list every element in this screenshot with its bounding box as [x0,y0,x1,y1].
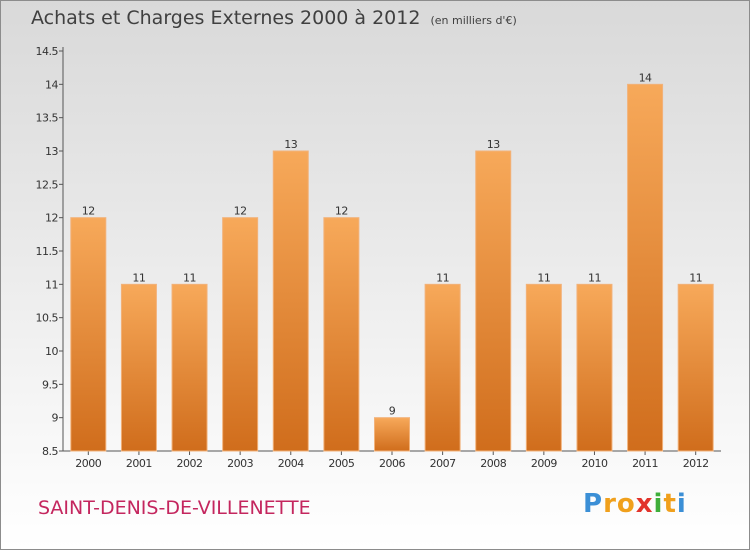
x-tick-label-2007: 2007 [430,457,456,470]
y-tick-label: 9 [52,412,59,425]
logo-letter: i [676,489,687,519]
y-tick-label: 8.5 [42,445,58,458]
data-label-2002: 11 [183,271,196,284]
bar-2007 [424,283,461,452]
bar-2008 [475,150,512,452]
logo-letter: P [583,489,604,519]
chart-title-text: Achats et Charges Externes 2000 à 2012 [31,7,421,29]
data-label-2009: 11 [537,271,550,284]
x-tick-label-2003: 2003 [227,457,253,470]
y-tick-label: 10.5 [36,312,59,325]
bar-2001 [120,283,157,452]
y-tick-label: 12.5 [36,178,59,191]
y-tick-label: 14 [45,78,58,91]
bar-2012 [677,283,714,452]
data-label-2011: 14 [639,71,652,84]
logo-letter: t [663,489,677,519]
data-label-2007: 11 [436,271,449,284]
bar-2003 [222,217,259,452]
bar-2000 [70,217,107,452]
y-tick-label: 12 [45,212,58,225]
bar-2010 [576,283,613,452]
x-tick-label-2005: 2005 [328,457,354,470]
x-tick-label-2009: 2009 [531,457,557,470]
data-label-2003: 12 [234,205,247,218]
data-label-2006: 9 [389,405,396,418]
logo-letter: i [653,489,664,519]
bar-2002 [171,283,208,452]
data-label-2004: 13 [284,138,297,151]
logo-letter: r [603,489,617,519]
x-tick-label-2000: 2000 [75,457,101,470]
bar-2005 [323,217,360,452]
y-tick-label: 11.5 [36,245,59,258]
x-tick-label-2008: 2008 [480,457,506,470]
x-tick-label-2006: 2006 [379,457,405,470]
chart-title: Achats et Charges Externes 2000 à 2012 (e… [31,7,517,29]
y-tick-label: 9.5 [42,378,58,391]
data-label-2005: 12 [335,205,348,218]
x-tick-label-2001: 2001 [126,457,152,470]
x-tick-label-2004: 2004 [278,457,304,470]
data-label-2000: 12 [82,205,95,218]
proxiti-logo[interactable]: Proxiti [583,489,687,519]
x-tick-label-2012: 2012 [683,457,709,470]
data-label-2012: 11 [689,271,702,284]
x-tick-label-2002: 2002 [177,457,203,470]
y-tick-label: 14.5 [36,45,59,58]
data-label-2001: 11 [132,271,145,284]
bar-2006 [374,417,410,452]
commune-name: SAINT-DENIS-DE-VILLENETTE [38,497,311,519]
bar-2004 [272,150,309,452]
data-label-2010: 11 [588,271,601,284]
y-tick-label: 13 [45,145,58,158]
logo-letter: x [635,489,654,519]
logo-letter: o [616,489,636,519]
data-label-2008: 13 [487,138,500,151]
x-tick-label-2011: 2011 [632,457,658,470]
bar-2011 [627,83,664,452]
y-tick-label: 13.5 [36,112,59,125]
chart-subtitle: (en milliers d'€) [430,14,517,27]
bar-2009 [525,283,562,452]
y-tick-label: 10 [45,345,58,358]
y-tick-label: 11 [45,278,58,291]
x-tick-label-2010: 2010 [581,457,607,470]
